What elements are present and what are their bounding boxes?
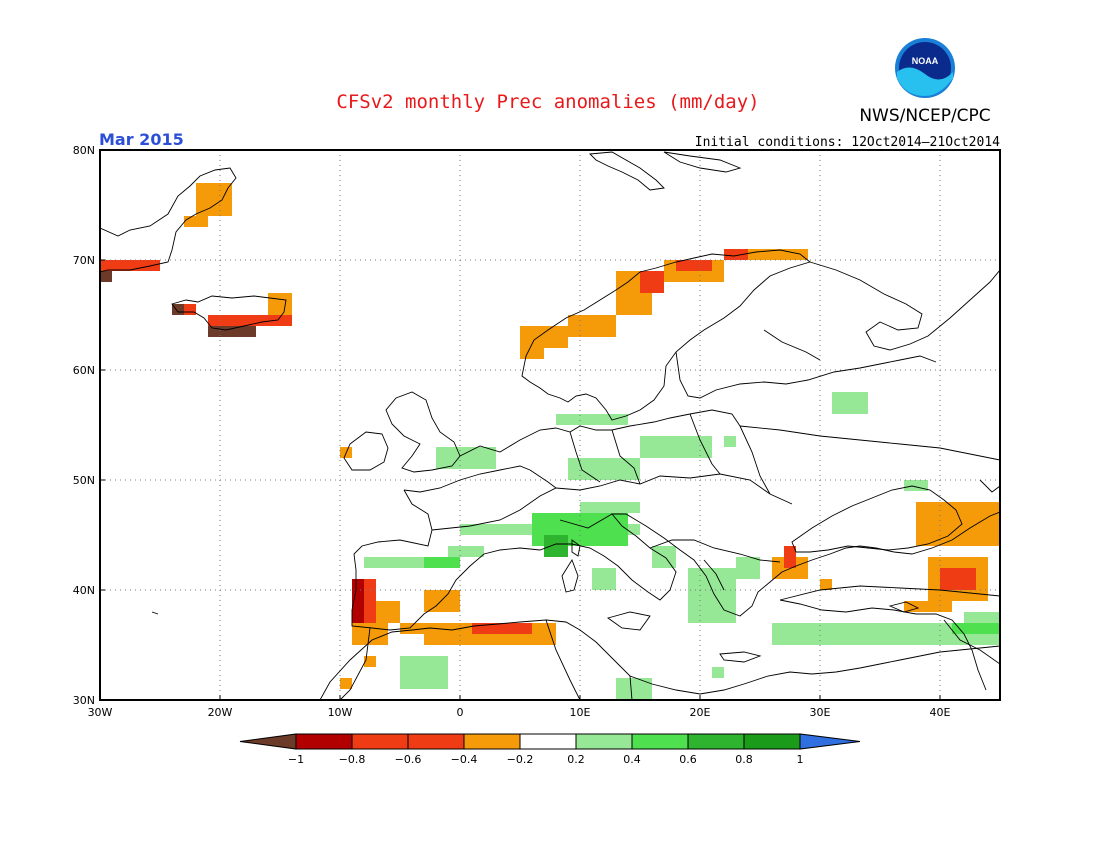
colorbar-label: −0.6 bbox=[395, 753, 422, 766]
anomaly-cell-orange bbox=[196, 183, 232, 216]
anomaly-cell-ltgreen bbox=[364, 557, 436, 568]
colorbar-segment bbox=[295, 733, 353, 750]
anomaly-cell-orange bbox=[424, 590, 460, 612]
colorbar-segment bbox=[631, 733, 689, 750]
anomaly-cell-orange bbox=[520, 326, 544, 359]
colorbar-segment bbox=[351, 733, 409, 750]
lat-label: 30N bbox=[73, 694, 95, 707]
colorbar-label: 1 bbox=[797, 753, 804, 766]
anomaly-cell-ltgreen bbox=[904, 480, 928, 491]
lat-label: 80N bbox=[73, 144, 95, 157]
anomaly-cell-red bbox=[940, 568, 976, 590]
anomaly-cell-ltgreen bbox=[568, 458, 640, 480]
anomaly-cell-red bbox=[784, 546, 796, 568]
lat-label: 40N bbox=[73, 584, 95, 597]
colorbar-label: −1 bbox=[288, 753, 304, 766]
lat-label: 50N bbox=[73, 474, 95, 487]
colorbar-label: 0.4 bbox=[623, 753, 641, 766]
anomaly-cell-red bbox=[640, 271, 664, 293]
anomaly-cell-ltgreen bbox=[592, 568, 616, 590]
chart-title: CFSv2 monthly Prec anomalies (mm/day) bbox=[336, 91, 759, 113]
noaa-logo: NOAA bbox=[895, 38, 955, 98]
anomaly-cell-ltgreen bbox=[712, 667, 724, 678]
initial-conditions: Initial conditions: 12Oct2014–21Oct2014 bbox=[695, 135, 1000, 150]
lon-label: 20W bbox=[208, 706, 233, 719]
anomaly-cell-ltgreen bbox=[736, 557, 760, 579]
lon-label: 30W bbox=[88, 706, 113, 719]
colorbar-lower-extend bbox=[239, 733, 297, 750]
colorbar-label: −0.8 bbox=[339, 753, 366, 766]
anomaly-cell-red bbox=[676, 260, 712, 271]
colorbar-segment bbox=[407, 733, 465, 750]
lat-label: 70N bbox=[73, 254, 95, 267]
colorbar-segment bbox=[575, 733, 633, 750]
anomaly-cell-red bbox=[472, 623, 532, 634]
anomaly-cell-ltgreen bbox=[580, 502, 640, 513]
colorbar-label: −0.2 bbox=[507, 753, 534, 766]
colorbar-segment bbox=[519, 733, 577, 750]
anomaly-cell-ltgreen bbox=[688, 568, 736, 623]
anomaly-cell-dkbrown bbox=[172, 304, 184, 315]
anomaly-cell-ltgreen bbox=[832, 392, 868, 414]
anomaly-cell-red bbox=[100, 260, 160, 271]
colorbar-label: 0.8 bbox=[735, 753, 753, 766]
anomaly-cell-ltgreen bbox=[640, 436, 712, 458]
anomaly-cell-orange bbox=[820, 579, 832, 590]
anomaly-cell-ltgreen bbox=[724, 436, 736, 447]
anomaly-cell-orange bbox=[268, 293, 292, 315]
anomaly-cell-green bbox=[952, 623, 1000, 634]
anomaly-cell-orange bbox=[376, 601, 400, 623]
anomaly-cell-red bbox=[724, 249, 748, 260]
anomaly-cell-orange bbox=[916, 502, 1000, 546]
anomaly-cell-orange bbox=[748, 249, 808, 260]
anomaly-cell-dkbrown bbox=[100, 271, 112, 282]
lat-label: 60N bbox=[73, 364, 95, 377]
lon-label: 10E bbox=[570, 706, 591, 719]
agency-label: NWS/NCEP/CPC bbox=[859, 106, 990, 126]
anomaly-cell-ltgreen bbox=[556, 414, 628, 425]
colorbar: −1 −0.8 −0.6 −0.4 −0.2 0.2 0.4 0.6 0.8 1 bbox=[239, 733, 861, 766]
anomaly-cell-orange bbox=[184, 216, 208, 227]
anomaly-cell-orange bbox=[568, 315, 616, 337]
anomaly-cell-ltgreen bbox=[448, 546, 484, 557]
anomaly-cell-green bbox=[424, 557, 460, 568]
graticule bbox=[100, 150, 1000, 700]
lon-label: 0 bbox=[457, 706, 464, 719]
colorbar-segment bbox=[687, 733, 745, 750]
lon-label: 40E bbox=[930, 706, 951, 719]
anomaly-cell-orange bbox=[904, 601, 952, 612]
lon-label: 20E bbox=[690, 706, 711, 719]
anomaly-cell-dkbrown bbox=[208, 326, 256, 337]
anomaly-cell-ltgreen bbox=[616, 678, 652, 700]
coastlines bbox=[100, 151, 1000, 700]
lon-label: 10W bbox=[328, 706, 353, 719]
anomaly-cell-ltgreen bbox=[772, 623, 964, 645]
anomaly-cell-ltgreen bbox=[436, 447, 496, 469]
anomaly-cell-orange bbox=[340, 678, 352, 689]
colorbar-label: −0.4 bbox=[451, 753, 478, 766]
anomaly-cell-orange bbox=[364, 656, 376, 667]
colorbar-upper-extend bbox=[799, 733, 861, 750]
anomaly-cell-orange bbox=[400, 623, 436, 634]
colorbar-segment bbox=[463, 733, 521, 750]
anomaly-cell-red bbox=[208, 315, 292, 326]
colorbar-segment bbox=[743, 733, 801, 750]
anomaly-cell-orange bbox=[544, 326, 568, 348]
forecast-month: Mar 2015 bbox=[99, 130, 184, 149]
colorbar-label: 0.6 bbox=[679, 753, 697, 766]
map-frame bbox=[99, 149, 1001, 701]
latitude-labels: 80N 70N 60N 50N 40N 30N bbox=[73, 144, 105, 707]
lon-label: 30E bbox=[810, 706, 831, 719]
anomaly-cell-dkgreen bbox=[544, 535, 568, 557]
noaa-logo-text: NOAA bbox=[912, 56, 939, 66]
anomaly-fill-layer bbox=[100, 183, 1000, 700]
colorbar-label: 0.2 bbox=[567, 753, 585, 766]
anomaly-cell-ltgreen bbox=[400, 656, 448, 689]
longitude-labels: 30W 20W 10W 0 10E 20E 30E 40E bbox=[88, 695, 951, 719]
